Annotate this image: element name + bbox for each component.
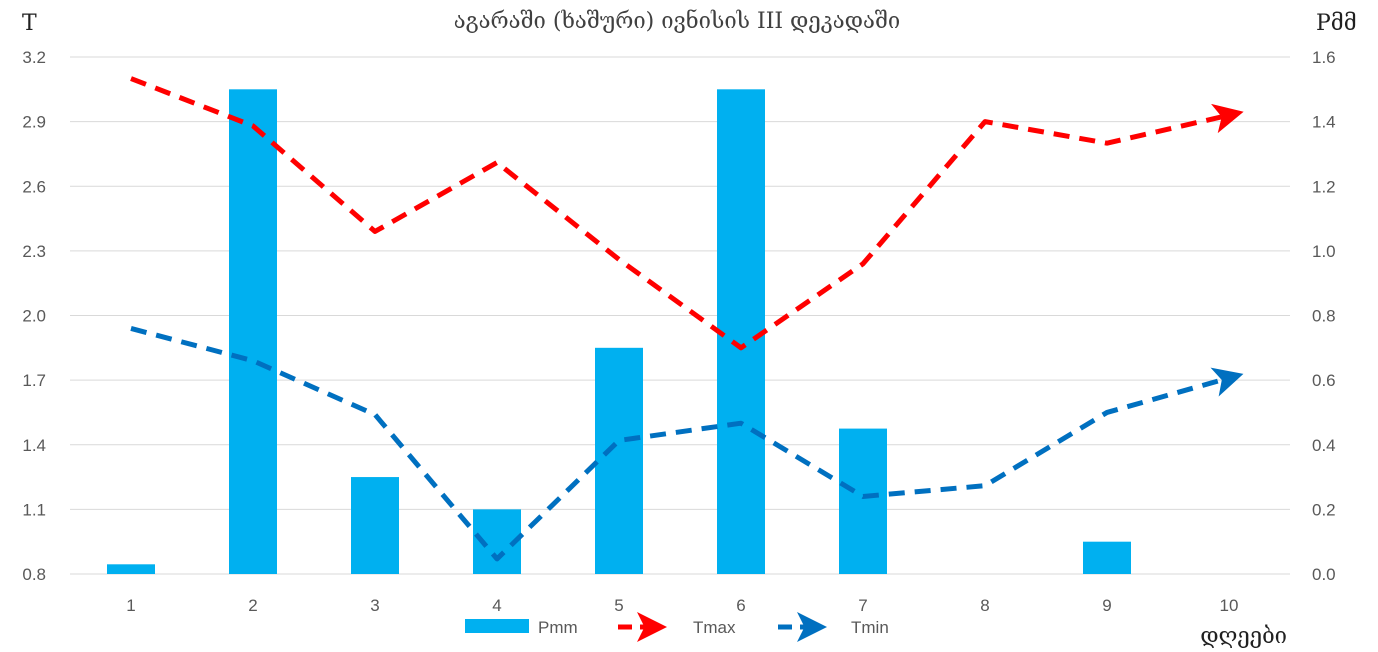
right-tick-label: 0.2 <box>1312 500 1336 519</box>
x-tick-label: 4 <box>492 596 501 615</box>
right-tick-label: 0.8 <box>1312 307 1336 326</box>
temperature-lines <box>130 76 1244 562</box>
tmin-line <box>130 326 1244 562</box>
x-tick-label: 2 <box>248 596 257 615</box>
pmm-bar <box>351 477 399 574</box>
x-tick-label: 5 <box>614 596 623 615</box>
x-tick-label: 3 <box>370 596 379 615</box>
right-axis-title: Pმმ <box>1316 11 1357 36</box>
right-tick-label: 1.2 <box>1312 177 1336 196</box>
legend-tmax-label: Tmax <box>693 618 736 637</box>
right-tick-label: 1.4 <box>1312 113 1336 132</box>
legend-tmin-label: Tmin <box>851 618 889 637</box>
legend-pmm-label: Pmm <box>538 618 578 637</box>
pmm-bar <box>595 347 643 574</box>
left-tick-label: 2.3 <box>22 242 46 261</box>
right-tick-label: 0.0 <box>1312 565 1336 584</box>
pmm-bars <box>107 89 1131 574</box>
right-tick-label: 1.6 <box>1312 48 1336 67</box>
x-tick-label: 8 <box>980 596 989 615</box>
right-tick-label: 1.0 <box>1312 242 1336 261</box>
right-tick-label: 0.4 <box>1312 436 1336 455</box>
x-tick-label: 6 <box>736 596 745 615</box>
pmm-bar <box>839 428 887 574</box>
legend: Pmm Tmax Tmin <box>465 612 889 642</box>
x-axis-ticks: 1 2 3 4 5 6 7 8 9 10 <box>126 596 1238 615</box>
right-axis-ticks: 0.0 0.2 0.4 0.6 0.8 1.0 1.2 1.4 1.6 <box>1312 48 1336 584</box>
chart-title: აგარაში (ხაშური) ივნისის III დეკადაში <box>454 8 901 34</box>
left-tick-label: 1.1 <box>22 500 46 519</box>
pmm-bar <box>229 89 277 574</box>
left-tick-label: 2.0 <box>22 307 46 326</box>
x-tick-label: 9 <box>1102 596 1111 615</box>
x-tick-label: 10 <box>1220 596 1239 615</box>
pmm-bar <box>717 89 765 574</box>
x-tick-label: 1 <box>126 596 135 615</box>
legend-pmm-swatch <box>465 619 529 633</box>
right-tick-label: 0.6 <box>1312 371 1336 390</box>
pmm-bar <box>107 564 155 574</box>
left-tick-label: 0.8 <box>22 565 46 584</box>
left-tick-label: 3.2 <box>22 48 46 67</box>
x-axis-title: დღეები <box>1200 624 1287 649</box>
pmm-bar <box>1083 541 1131 574</box>
left-tick-label: 2.6 <box>22 177 46 196</box>
x-tick-label: 7 <box>858 596 867 615</box>
left-tick-label: 1.4 <box>22 436 46 455</box>
left-axis-title: T <box>22 11 37 36</box>
left-tick-label: 2.9 <box>22 113 46 132</box>
left-axis-ticks: 0.8 1.1 1.4 1.7 2.0 2.3 2.6 2.9 3.2 <box>22 48 46 584</box>
tmax-line <box>130 76 1244 351</box>
left-tick-label: 1.7 <box>22 371 46 390</box>
